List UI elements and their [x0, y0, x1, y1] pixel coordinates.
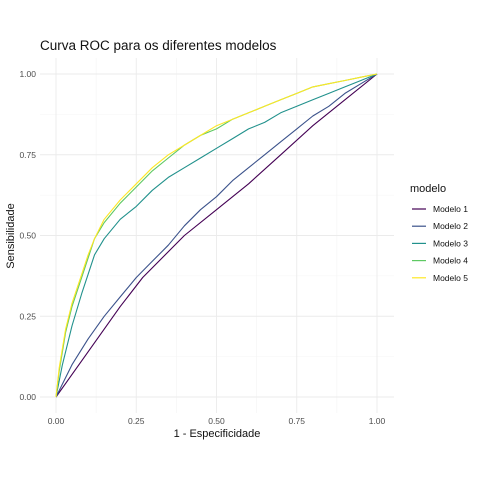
series-line-modelo-3: [55, 73, 378, 398]
legend-label-modelo-3: Modelo 3: [433, 238, 468, 248]
y-tick-label: 0.75: [19, 150, 36, 160]
tick-labels: 0.00 0.25 0.50 0.75 1.00 0.00 0.25 0.50 0.75 1.00: [19, 69, 385, 426]
chart-title: Curva ROC para os diferentes modelos: [40, 38, 277, 53]
legend-label-modelo-1: Modelo 1: [433, 204, 468, 214]
legend-label-modelo-4: Modelo 4: [433, 256, 468, 266]
x-tick-label: 0.25: [128, 416, 145, 426]
x-tick-label: 1.00: [369, 416, 386, 426]
series-line-modelo-2: [55, 73, 378, 398]
y-tick-label: 0.25: [19, 311, 36, 321]
y-axis-title: Sensibilidade: [5, 203, 17, 268]
x-tick-label: 0.50: [208, 416, 225, 426]
x-tick-label: 0.75: [288, 416, 305, 426]
series-lines: [55, 73, 378, 398]
y-tick-label: 0.50: [19, 231, 36, 241]
legend-label-modelo-2: Modelo 2: [433, 221, 468, 231]
x-axis-title: 1 - Especificidade: [174, 428, 261, 440]
legend-label-modelo-5: Modelo 5: [433, 273, 468, 283]
grid: [40, 58, 394, 413]
y-tick-label: 1.00: [19, 69, 36, 79]
series-line-modelo-1: [55, 73, 378, 398]
series-line-modelo-5: [55, 73, 378, 398]
legend: modelo Modelo 1 Modelo 2 Modelo 3 Modelo 4 M…: [410, 183, 468, 283]
x-tick-label: 0.00: [48, 416, 65, 426]
y-tick-label: 0.00: [19, 392, 36, 402]
legend-title: modelo: [410, 183, 446, 195]
